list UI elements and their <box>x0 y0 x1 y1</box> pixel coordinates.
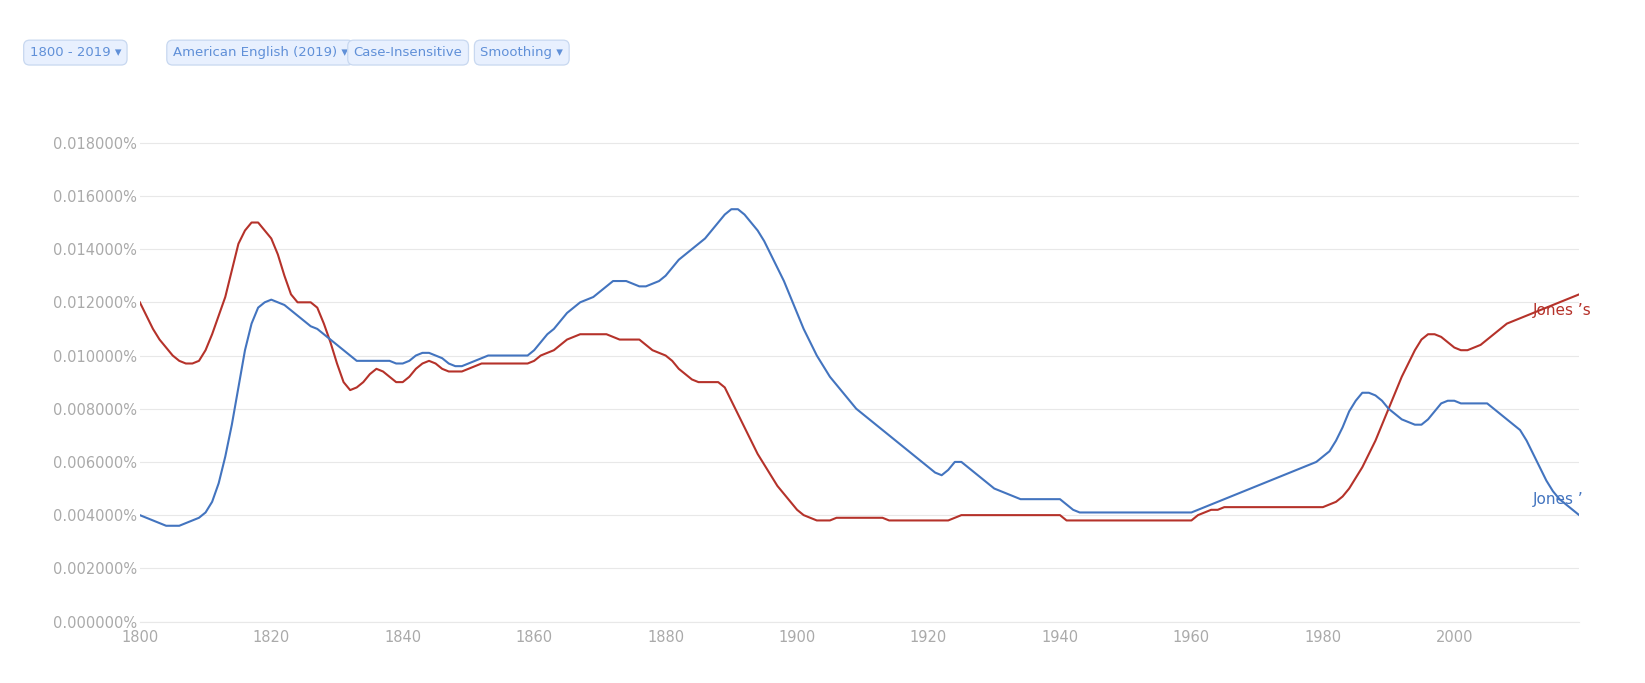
Text: American English (2019) ▾: American English (2019) ▾ <box>173 46 347 59</box>
Text: 1800 - 2019 ▾: 1800 - 2019 ▾ <box>30 46 122 59</box>
Text: Smoothing ▾: Smoothing ▾ <box>480 46 563 59</box>
Text: Case-Insensitive: Case-Insensitive <box>354 46 462 59</box>
Text: Jones ’s: Jones ’s <box>1533 303 1592 318</box>
Text: Jones ’: Jones ’ <box>1533 492 1584 507</box>
